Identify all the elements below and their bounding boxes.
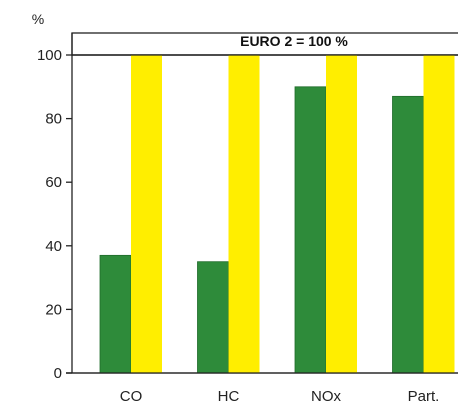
chart-title-banner: EURO 2 = 100 %	[240, 33, 348, 49]
y-tick-label: 100	[37, 47, 62, 64]
bar-green-hc	[197, 261, 229, 374]
bar-yellow-nox	[326, 55, 357, 373]
y-tick-label: 80	[45, 111, 62, 128]
category-label: NOx	[311, 388, 342, 405]
bar-yellow-co	[131, 55, 162, 373]
bars-group	[66, 54, 458, 374]
bar-green-part	[392, 95, 424, 374]
bar-green-nox	[294, 86, 327, 374]
bar-green-co	[99, 254, 132, 374]
category-label: CO	[120, 388, 143, 405]
y-axis-ticks: 0 20 40 60 80 100	[37, 47, 72, 382]
category-label: Part.	[408, 388, 440, 405]
bar-yellow-part	[423, 55, 455, 373]
y-tick-label: 0	[54, 365, 62, 382]
category-label: HC	[218, 388, 240, 405]
x-axis-labels: CO HC NOx Part.	[120, 388, 440, 405]
y-tick-label: 60	[45, 174, 62, 191]
y-tick-label: 40	[45, 238, 62, 255]
bar-yellow-hc	[228, 55, 260, 373]
y-tick-label: 20	[45, 301, 62, 318]
y-axis-unit-label: %	[32, 11, 44, 27]
